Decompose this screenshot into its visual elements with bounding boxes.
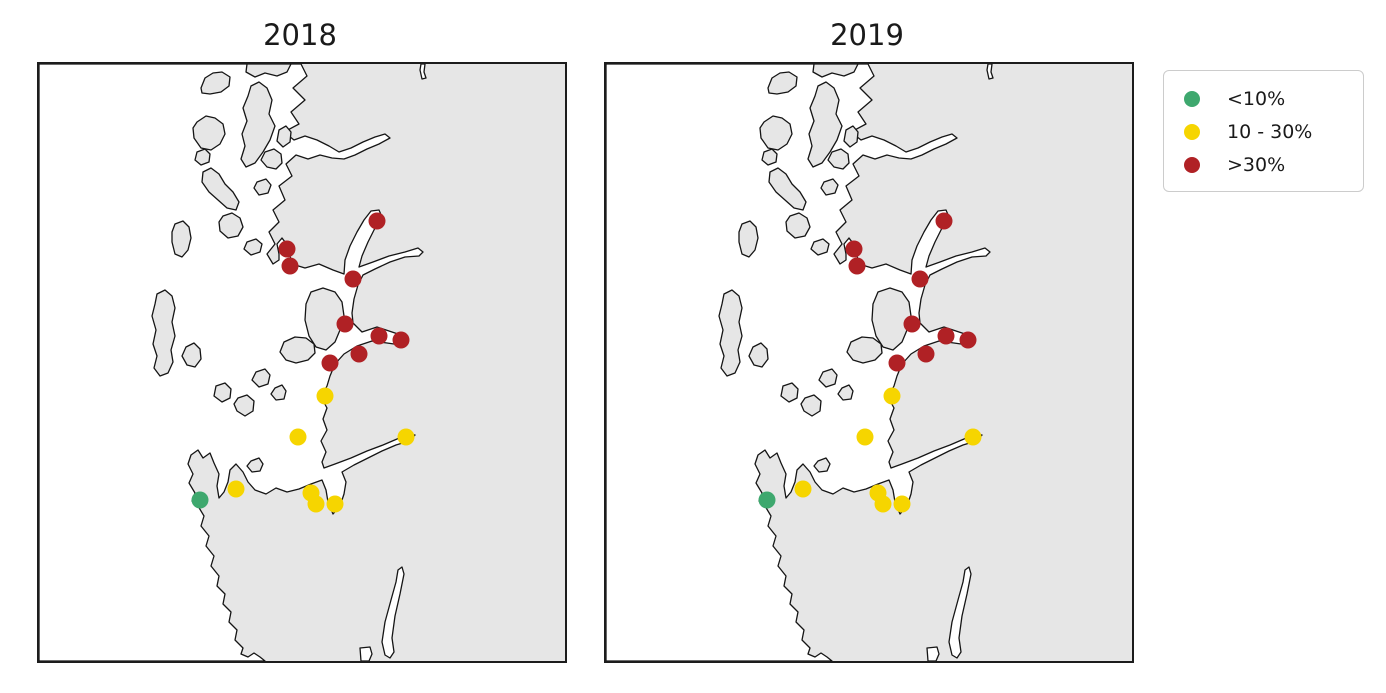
station-markers-2018	[191, 212, 415, 513]
yellow-dot-icon	[1184, 123, 1200, 140]
station-marker	[289, 428, 307, 446]
panel-title-2019: 2019	[830, 18, 904, 52]
station-marker	[848, 257, 866, 275]
station-marker	[278, 240, 296, 258]
station-marker	[794, 480, 812, 498]
station-marker	[326, 495, 344, 513]
legend-item-gt30: >30%	[1164, 148, 1363, 181]
station-marker	[911, 270, 929, 288]
station-marker	[392, 331, 410, 349]
station-marker	[845, 240, 863, 258]
station-marker	[888, 354, 906, 372]
station-marker	[893, 495, 911, 513]
station-marker	[917, 345, 935, 363]
station-marker	[350, 345, 368, 363]
red-dot-icon	[1184, 156, 1200, 173]
station-markers-2019	[758, 212, 982, 513]
station-marker	[937, 327, 955, 345]
station-marker	[903, 315, 921, 333]
station-marker	[397, 428, 415, 446]
green-dot-icon	[1184, 90, 1200, 107]
station-marker	[321, 354, 339, 372]
station-marker	[336, 315, 354, 333]
legend-item-10-30: 10 - 30%	[1164, 115, 1363, 148]
station-marker	[344, 270, 362, 288]
legend-label: <10%	[1227, 87, 1286, 110]
map-2018	[39, 64, 565, 661]
map-2019	[606, 64, 1132, 661]
station-marker	[307, 495, 325, 513]
map-panel-2019	[604, 62, 1134, 663]
legend: <10% 10 - 30% >30%	[1163, 70, 1364, 192]
station-marker	[316, 387, 334, 405]
station-marker	[368, 212, 386, 230]
station-marker	[964, 428, 982, 446]
station-marker	[874, 495, 892, 513]
station-marker	[935, 212, 953, 230]
station-marker	[856, 428, 874, 446]
station-marker	[370, 327, 388, 345]
station-marker	[191, 491, 209, 509]
station-marker	[758, 491, 776, 509]
station-marker	[883, 387, 901, 405]
station-marker	[227, 480, 245, 498]
station-marker	[281, 257, 299, 275]
legend-item-lt10: <10%	[1164, 82, 1363, 115]
station-marker	[959, 331, 977, 349]
legend-label: >30%	[1227, 153, 1286, 176]
panel-title-2018: 2018	[263, 18, 337, 52]
legend-label: 10 - 30%	[1227, 120, 1313, 143]
map-panel-2018	[37, 62, 567, 663]
